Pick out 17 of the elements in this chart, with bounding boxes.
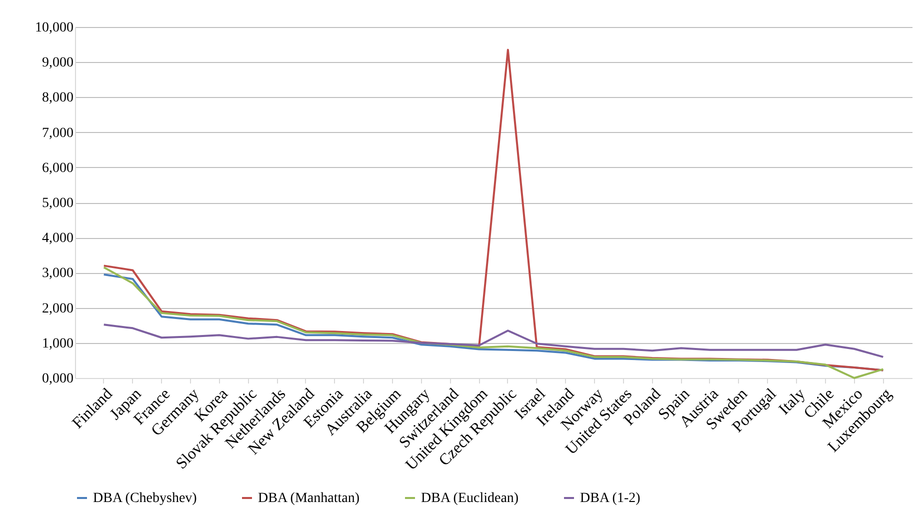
legend-label: DBA (1-2) bbox=[580, 491, 641, 506]
y-tick-label: 10,000 bbox=[35, 20, 74, 36]
y-tick-label: 7,000 bbox=[42, 126, 74, 141]
y-tick-label: 4,000 bbox=[42, 231, 74, 246]
y-tick-label: 0,000 bbox=[42, 372, 74, 386]
legend-label: DBA (Manhattan) bbox=[258, 491, 360, 506]
legend-label: DBA (Euclidean) bbox=[421, 491, 519, 506]
line-series bbox=[102, 324, 884, 358]
y-tick-label: 8,000 bbox=[42, 90, 74, 106]
y-tick-label: 3,000 bbox=[42, 266, 74, 282]
line-series bbox=[102, 48, 884, 372]
y-tick-label: 9,000 bbox=[42, 56, 74, 71]
y-tick-label: 1,000 bbox=[42, 336, 74, 352]
legend-label: DBA (Chebyshev) bbox=[93, 491, 198, 506]
y-tick-label: 2,000 bbox=[42, 301, 74, 316]
y-tick-label: 5,000 bbox=[42, 196, 74, 211]
y-tick-label: 6,000 bbox=[42, 160, 74, 176]
